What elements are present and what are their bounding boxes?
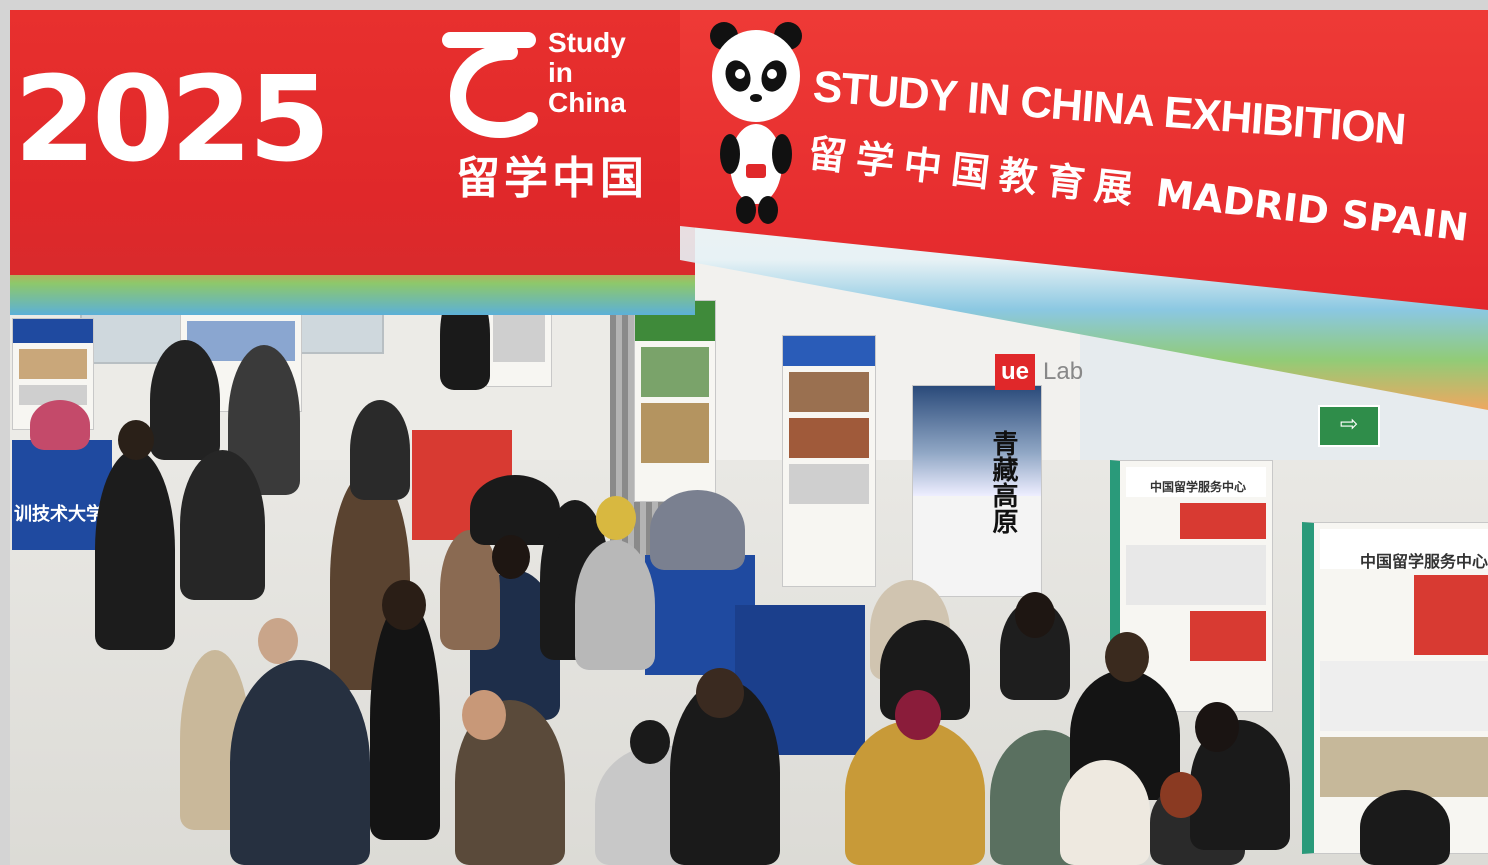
head <box>596 496 636 540</box>
poster-plateau-title: 青藏高原 <box>988 430 1018 534</box>
person <box>1060 760 1150 865</box>
person <box>575 540 655 670</box>
logo-chinese-text: 留学中国 <box>456 153 648 204</box>
person <box>180 450 265 600</box>
left-border <box>0 0 10 865</box>
person <box>1360 790 1450 865</box>
head <box>630 720 670 764</box>
person <box>150 340 220 460</box>
person <box>95 450 175 650</box>
study-in-china-logo-icon <box>442 32 538 138</box>
panda-mascot-icon <box>710 22 802 224</box>
ue-lab-sign: ue Lab <box>995 350 1083 394</box>
head <box>1195 702 1239 752</box>
person <box>30 400 90 450</box>
person <box>230 660 370 865</box>
poster-cscse-1 <box>1110 460 1273 712</box>
ue-logo: ue <box>995 354 1036 390</box>
person <box>650 490 745 570</box>
head <box>382 580 426 630</box>
person <box>350 400 410 500</box>
head <box>258 618 298 664</box>
logo-text-line2: in <box>548 57 573 88</box>
head <box>118 420 154 460</box>
logo-text-line3: China <box>548 87 626 118</box>
person <box>370 600 440 840</box>
head <box>462 690 506 740</box>
head <box>895 690 941 740</box>
table-banner-text: 训技术大学 <box>14 504 104 525</box>
person <box>440 530 500 650</box>
top-border <box>0 0 1488 10</box>
logo-text-line1: Study <box>548 27 626 58</box>
banner-left <box>10 10 695 275</box>
person <box>470 475 560 545</box>
poster-plateau <box>912 385 1042 597</box>
head <box>696 668 744 718</box>
head <box>492 535 530 579</box>
poster-cscse-1-title: 中国留学服务中心 <box>1150 480 1247 494</box>
head <box>1160 772 1202 818</box>
head <box>1105 632 1149 682</box>
person <box>845 720 985 865</box>
poster-cscse-2-title: 中国留学服务中心 <box>1360 552 1488 571</box>
banner-year: 2025 <box>14 50 330 188</box>
poster-blue-frame <box>782 335 876 587</box>
logo-text: Study in China <box>548 28 626 118</box>
head <box>1015 592 1055 638</box>
poster-green <box>634 300 716 502</box>
lab-label: Lab <box>1043 358 1084 385</box>
exit-sign-icon: ⇨ <box>1318 405 1380 447</box>
